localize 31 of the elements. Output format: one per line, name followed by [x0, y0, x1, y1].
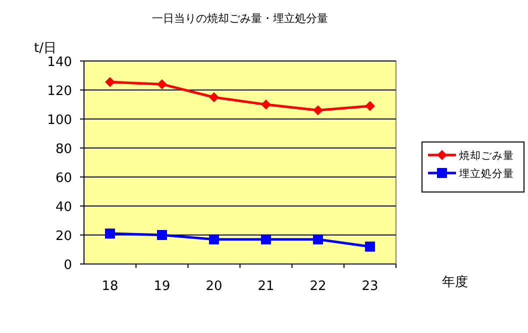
y-tick-label: 100	[47, 113, 72, 128]
legend-label: 埋立処分量	[458, 167, 514, 180]
x-tick-label: 23	[362, 279, 378, 294]
legend-label: 焼却ごみ量	[459, 149, 514, 162]
point	[313, 234, 323, 244]
point	[157, 79, 167, 90]
x-tick-label: 22	[310, 279, 326, 294]
y-tick-label: 80	[55, 142, 72, 157]
point	[365, 242, 375, 252]
x-axis-title: 年度	[442, 274, 468, 290]
point	[209, 234, 219, 244]
point	[157, 230, 167, 240]
x-tick-label: 21	[258, 279, 274, 294]
point	[313, 105, 323, 116]
point	[365, 100, 375, 111]
chart-title: 一日当りの焼却ごみ量・埋立処分量	[152, 12, 328, 25]
y-tick-label: 20	[55, 229, 72, 244]
y-axis-title: t/日	[34, 41, 56, 56]
point	[261, 234, 271, 244]
x-tick-label: 18	[102, 279, 118, 294]
y-tick-label: 60	[55, 171, 72, 186]
y-tick-label: 40	[55, 200, 72, 215]
point	[209, 92, 219, 102]
y-tick-label: 140	[47, 55, 72, 70]
point	[105, 77, 115, 88]
y-tick-label: 120	[47, 84, 72, 99]
point	[105, 228, 115, 239]
x-tick-label: 19	[154, 279, 170, 294]
point	[261, 100, 271, 110]
y-tick-label: 0	[64, 258, 72, 273]
x-tick-label: 20	[206, 279, 222, 294]
